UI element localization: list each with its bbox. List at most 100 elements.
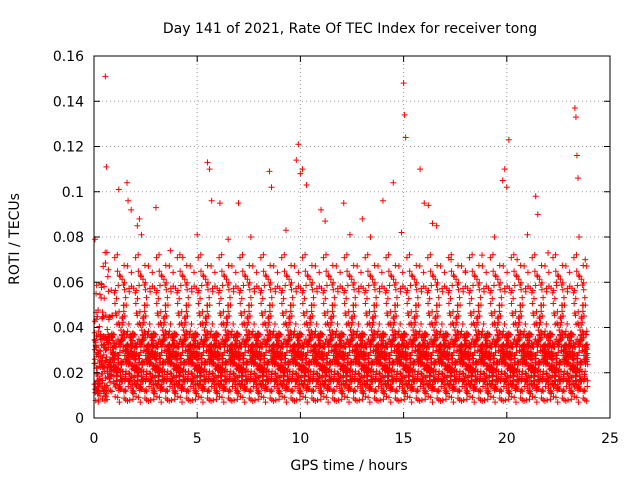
- data-point: [391, 319, 398, 326]
- data-point: [308, 308, 315, 315]
- data-point: [121, 279, 128, 286]
- data-point: [438, 320, 445, 327]
- data-point: [147, 397, 154, 404]
- data-point: [291, 262, 298, 269]
- data-point: [371, 308, 378, 315]
- data-point: [355, 320, 362, 327]
- data-point: [128, 348, 135, 355]
- data-point: [136, 361, 143, 368]
- data-point: [170, 269, 177, 276]
- data-point: [370, 319, 377, 326]
- data-point: [177, 361, 184, 368]
- data-point: [131, 331, 138, 338]
- data-point: [191, 348, 198, 355]
- data-point: [181, 322, 188, 329]
- data-point: [459, 320, 466, 327]
- data-point: [329, 308, 336, 315]
- data-point: [179, 399, 186, 406]
- data-point: [386, 282, 393, 289]
- data-point: [206, 294, 213, 301]
- data-point: [105, 266, 112, 273]
- data-point: [158, 399, 165, 406]
- data-point: [175, 382, 182, 389]
- data-point: [107, 387, 114, 394]
- data-point: [537, 319, 544, 326]
- data-point: [251, 320, 258, 327]
- data-point: [395, 262, 402, 269]
- data-point: [137, 272, 144, 279]
- data-point: [142, 312, 149, 319]
- data-point: [407, 282, 414, 289]
- data-point: [111, 254, 118, 261]
- data-point: [134, 312, 141, 319]
- data-point: [140, 276, 147, 283]
- data-point: [95, 328, 102, 335]
- data-point: [92, 360, 99, 367]
- data-point: [122, 294, 129, 301]
- data-point: [103, 249, 110, 256]
- data-point: [126, 397, 133, 404]
- data-point: [312, 262, 319, 269]
- data-point: [225, 308, 232, 315]
- data-point: [103, 396, 110, 403]
- data-point: [195, 353, 202, 360]
- data-point: [101, 295, 108, 302]
- data-point: [331, 294, 338, 301]
- data-point: [266, 319, 273, 326]
- data-point: [196, 382, 203, 389]
- data-point: [115, 282, 122, 289]
- data-point: [437, 262, 444, 269]
- data-point: [268, 387, 275, 394]
- data-point: [441, 269, 448, 276]
- data-point: [177, 282, 184, 289]
- data-point: [121, 312, 128, 319]
- data-point: [96, 291, 103, 298]
- data-point: [232, 269, 239, 276]
- data-point: [144, 302, 151, 309]
- data-point: [518, 387, 525, 394]
- data-point: [517, 308, 524, 315]
- data-point: [153, 300, 160, 307]
- data-point: [449, 282, 456, 289]
- data-point: [543, 320, 550, 327]
- data-point: [132, 300, 139, 307]
- data-point: [91, 329, 98, 336]
- data-point: [150, 396, 157, 403]
- data-point: [247, 387, 254, 394]
- data-point: [480, 320, 487, 327]
- data-point: [420, 269, 427, 276]
- data-point: [188, 370, 195, 377]
- data-point: [479, 262, 486, 269]
- data-point: [135, 394, 142, 401]
- data-point: [146, 370, 153, 377]
- data-point: [161, 368, 168, 375]
- data-point: [287, 319, 294, 326]
- data-point: [558, 319, 565, 326]
- data-point: [195, 254, 202, 261]
- data-point: [310, 294, 317, 301]
- data-points: [91, 73, 591, 406]
- data-point: [179, 349, 186, 356]
- data-point: [166, 328, 173, 335]
- data-point: [399, 269, 406, 276]
- data-point: [105, 288, 112, 295]
- data-point: [107, 379, 114, 386]
- data-point: [344, 282, 351, 289]
- data-point: [127, 348, 134, 355]
- data-point: [193, 390, 200, 397]
- data-point: [184, 312, 191, 319]
- data-point: [142, 286, 149, 293]
- data-point: [199, 352, 206, 359]
- data-point: [456, 294, 463, 301]
- data-point: [188, 288, 195, 295]
- data-point: [135, 268, 142, 275]
- data-point: [132, 353, 139, 360]
- data-point: [185, 302, 192, 309]
- data-point: [103, 357, 110, 364]
- data-point: [545, 269, 552, 276]
- data-point: [163, 312, 170, 319]
- data-point: [219, 282, 226, 289]
- data-point: [157, 352, 164, 359]
- data-point: [163, 286, 170, 293]
- data-point: [114, 268, 121, 275]
